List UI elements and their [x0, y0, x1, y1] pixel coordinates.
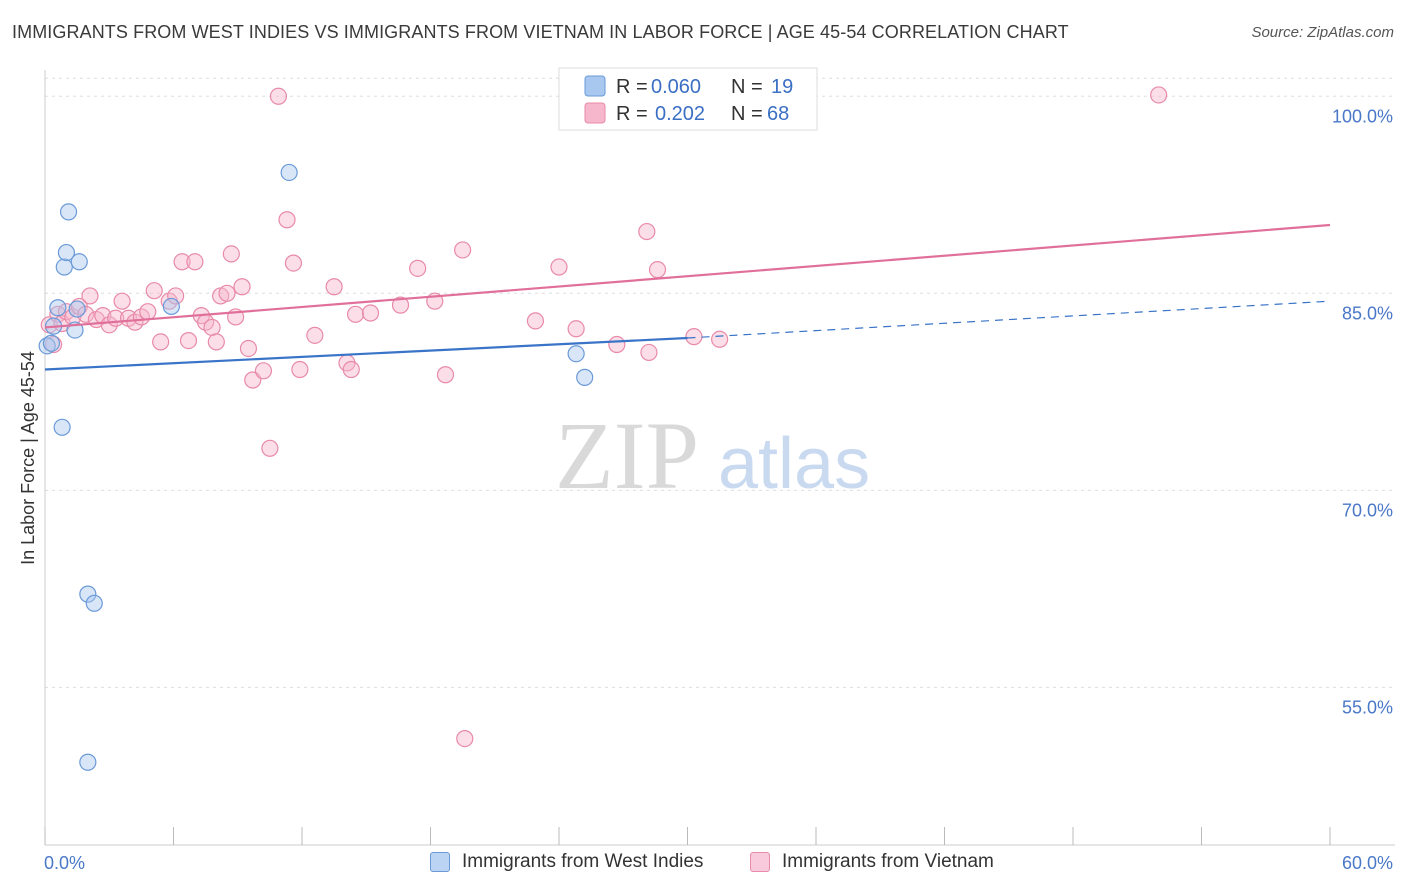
point-west-indies [59, 203, 78, 221]
point-vietnam [409, 259, 427, 277]
point-west-indies [42, 334, 61, 352]
legend-swatch-blue [584, 75, 606, 97]
point-vietnam [179, 331, 198, 350]
point-vietnam [648, 261, 667, 279]
point-vietnam [167, 287, 185, 305]
point-vietnam [173, 253, 191, 271]
point-west-indies [79, 753, 97, 771]
legend-n-value-2: 68 [767, 103, 789, 125]
bottom-legend-swatch-blue [430, 852, 450, 872]
point-vietnam [456, 730, 474, 748]
trend-line-vietnam [44, 223, 1331, 329]
point-west-indies [162, 297, 180, 316]
watermark-zip: ZIP [555, 402, 699, 509]
bottom-legend-item-west-indies: Immigrants from West Indies [430, 851, 703, 873]
point-vietnam [100, 316, 118, 334]
tick-labels: 100.0% 85.0% 70.0% 55.0% 0.0% 60.0% [44, 106, 1393, 873]
point-vietnam [254, 362, 273, 380]
point-vietnam [325, 278, 343, 296]
point-vietnam [269, 87, 288, 105]
point-vietnam [239, 339, 258, 358]
point-vietnam [222, 245, 240, 263]
point-vietnam [152, 333, 170, 351]
trend-lines [44, 223, 1331, 371]
point-west-indies [280, 163, 298, 182]
source-label: Source: ZipAtlas.com [1251, 24, 1394, 41]
point-vietnam [278, 211, 296, 229]
point-vietnam [608, 335, 626, 354]
point-west-indies [55, 258, 73, 276]
point-vietnam [186, 253, 204, 271]
point-vietnam [638, 222, 656, 241]
legend-r-value-1: 0.060 [651, 76, 701, 98]
point-vietnam [139, 303, 157, 321]
point-west-indies [68, 300, 86, 318]
bottom-legend-label-vietnam: Immigrants from Vietnam [782, 851, 994, 872]
point-vietnam [284, 254, 303, 272]
point-west-indies [49, 299, 67, 317]
point-vietnam [711, 330, 729, 348]
point-west-indies [567, 345, 585, 363]
watermark-atlas: atlas [718, 424, 870, 504]
top-legend: R = 0.060 N = 19 R = 0.202 N = 68 [558, 67, 818, 131]
legend-n-value-1: 19 [771, 76, 793, 98]
point-vietnam [207, 333, 225, 351]
point-vietnam [550, 258, 568, 276]
point-vietnam [342, 360, 360, 379]
point-west-indies [85, 594, 103, 612]
x-tick-label-min: 0.0% [44, 853, 85, 873]
point-west-indies [57, 243, 76, 262]
point-vietnam [361, 304, 380, 322]
legend-swatch-pink [584, 102, 606, 124]
point-vietnam [113, 292, 131, 310]
point-vietnam [436, 366, 455, 384]
point-vietnam [261, 439, 279, 457]
point-vietnam [233, 278, 251, 296]
point-vietnam [640, 343, 658, 362]
bottom-legend-item-vietnam: Immigrants from Vietnam [750, 851, 994, 873]
bottom-legend-swatch-pink [750, 852, 770, 872]
point-west-indies [70, 253, 88, 271]
chart-title: IMMIGRANTS FROM WEST INDIES VS IMMIGRANT… [12, 22, 1069, 42]
point-vietnam [81, 287, 99, 305]
point-vietnam [145, 282, 163, 300]
point-vietnam [291, 360, 309, 379]
point-vietnam [526, 312, 545, 330]
y-tick-label: 70.0% [1342, 500, 1393, 520]
legend-r-label-2: R = [616, 103, 648, 125]
trend-line-west-indies-extension [687, 300, 1331, 339]
point-west-indies [53, 418, 71, 436]
bottom-legend-label-west-indies: Immigrants from West Indies [462, 851, 704, 872]
point-vietnam [567, 320, 585, 338]
point-vietnam [454, 241, 472, 259]
point-west-indies [576, 368, 594, 386]
legend-r-value-2: 0.202 [655, 103, 705, 125]
legend-n-label-1: N = [731, 76, 763, 98]
point-vietnam [1150, 86, 1168, 104]
legend-r-label-1: R = [616, 76, 648, 98]
point-vietnam [306, 326, 324, 344]
point-vietnam [203, 318, 221, 337]
point-vietnam [218, 284, 236, 302]
legend-n-label-2: N = [731, 103, 763, 125]
trend-line-west-indies [44, 336, 688, 371]
point-vietnam [77, 305, 95, 323]
point-vietnam [685, 328, 703, 346]
x-tick-label-max: 60.0% [1342, 853, 1393, 873]
y-tick-label: 100.0% [1332, 106, 1393, 126]
point-vietnam [346, 305, 365, 323]
axes [44, 70, 1395, 846]
point-west-indies [79, 585, 97, 603]
point-vietnam [391, 296, 410, 314]
y-tick-label: 85.0% [1342, 303, 1393, 323]
y-axis-label: In Labor Force | Age 45-54 [18, 351, 38, 565]
y-tick-label: 55.0% [1342, 697, 1393, 717]
